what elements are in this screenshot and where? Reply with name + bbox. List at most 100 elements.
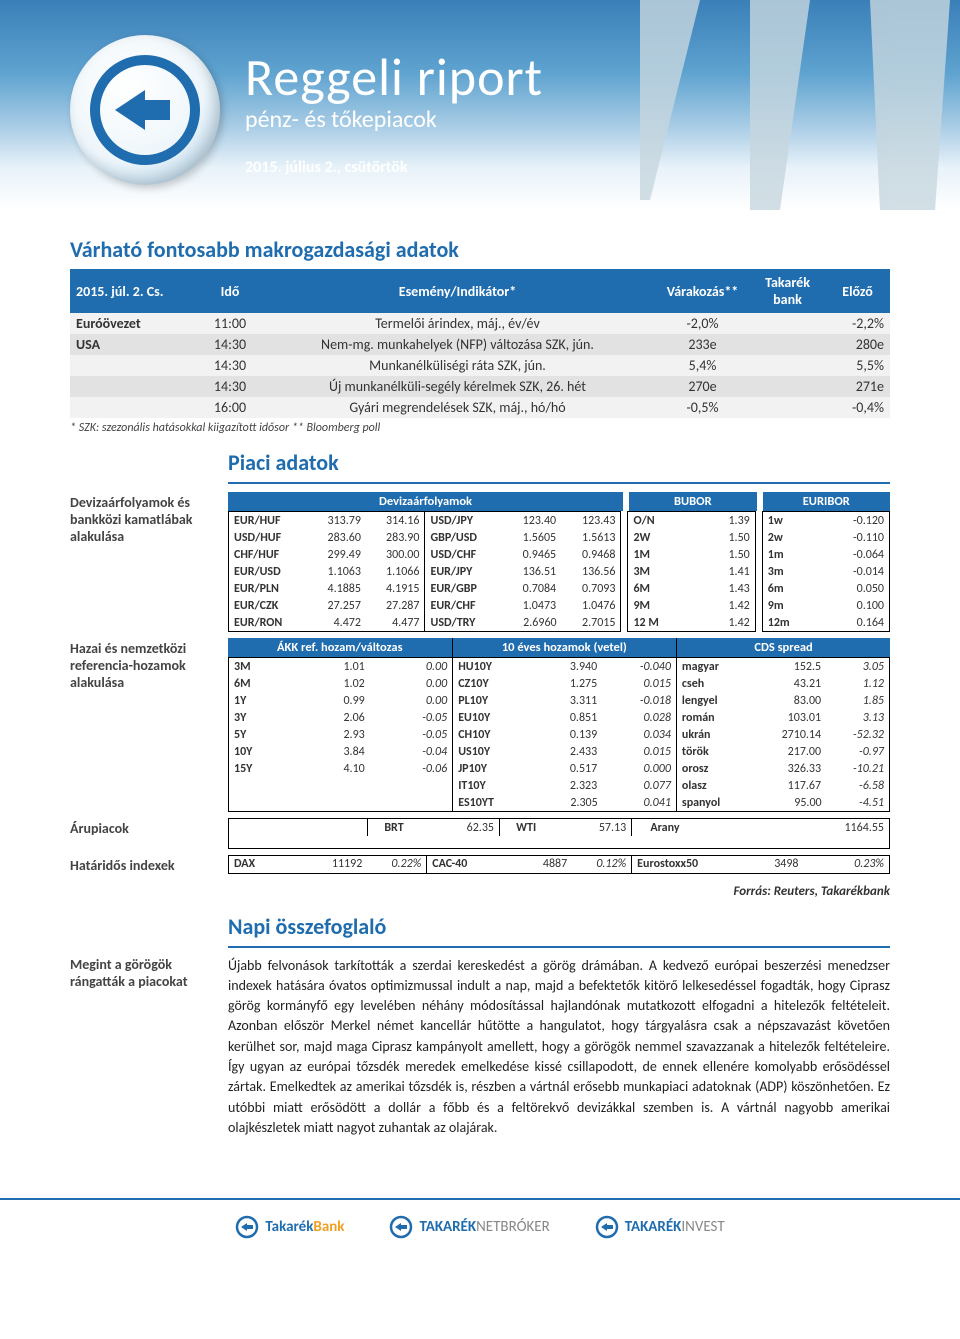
- indexes-label: Határidős indexek: [70, 855, 214, 874]
- y10-table: HU10Y3.940-0.040CZ10Y1.2750.015PL10Y3.31…: [452, 658, 676, 811]
- euribor-row: 1m-0.064: [763, 546, 889, 563]
- macro-col-event: Esemény/Indikátor*: [260, 269, 655, 313]
- arrow-circle-icon: [235, 1215, 259, 1239]
- y10-row: CZ10Y1.2750.015: [453, 675, 676, 692]
- summary-block: Megint a görögök rángatták a piacokat Új…: [70, 956, 890, 1139]
- euribor-row: 6m0.050: [763, 580, 889, 597]
- report-subtitle: pénz- és tőkepiacok: [245, 105, 543, 134]
- euribor-row: 2w-0.110: [763, 529, 889, 546]
- market-indexes-block: Határidős indexek DAX 11192 0.22% CAC-40…: [70, 855, 890, 874]
- cds-row: magyar152.53.05: [676, 658, 889, 675]
- macro-col-time: Idő: [200, 269, 260, 313]
- macro-rows: Euróövezet 11:00 Termelői árindex, máj.,…: [70, 313, 890, 418]
- bubor-row: 3M1.41: [628, 563, 754, 580]
- akk-row: 1Y0.990.00: [229, 692, 452, 709]
- fx-row: EUR/RON4.4724.477: [229, 614, 424, 631]
- macro-row: 14:30 Új munkanélküli-segély kérelmek SZ…: [70, 376, 890, 397]
- cds-row: orosz326.33-10.21: [676, 760, 889, 777]
- arrow-circle-icon: [595, 1215, 619, 1239]
- fx-label: Devizaárfolyamok és bankközi kamatlábak …: [70, 492, 214, 632]
- akk-row: 3Y2.06-0.05: [229, 709, 452, 726]
- bubor-row: O/N1.39: [628, 512, 754, 529]
- bubor-row: 6M1.43: [628, 580, 754, 597]
- macro-row: 16:00 Gyári megrendelések SZK, máj., hó/…: [70, 397, 890, 418]
- summary-body: Újabb felvonások tarkították a szerdai k…: [228, 956, 890, 1139]
- wind-turbine-silhouette: [580, 0, 960, 210]
- bubor-row: 9M1.42: [628, 597, 754, 614]
- macro-col-prev: Előző: [825, 269, 890, 313]
- report-header: Reggeli riport pénz- és tőkepiacok 2015.…: [0, 0, 960, 210]
- market-source: Forrás: Reuters, Takarékbank: [70, 884, 890, 899]
- euribor-row: 3m-0.014: [763, 563, 889, 580]
- fx-row: CHF/HUF299.49300.00: [229, 546, 424, 563]
- euribor-row: 12m0.164: [763, 614, 889, 631]
- bubor-table: O/N1.392W1.501M1.503M1.416M1.439M1.4212 …: [628, 512, 754, 631]
- macro-col-expect: Várakozás**: [655, 269, 750, 313]
- akk-header: ÁKK ref. hozam/változas: [228, 638, 452, 657]
- euribor-header: EURIBOR: [763, 492, 890, 511]
- bubor-row: 1M1.50: [628, 546, 754, 563]
- fx-left-table: EUR/HUF313.79314.16USD/HUF283.60283.90CH…: [229, 512, 424, 631]
- footer-brand-2: TAKARÉKNETBRÓKER: [389, 1215, 549, 1239]
- yields-label: Hazai és nemzetközi referencia-hozamok a…: [70, 638, 214, 812]
- y10-row: HU10Y3.940-0.040: [453, 658, 676, 675]
- macro-table: 2015. júl. 2. Cs. Idő Esemény/Indikátor*…: [70, 269, 890, 418]
- indexes-table: DAX 11192 0.22% CAC-40 4887 0.12% Eurost…: [228, 855, 890, 874]
- akk-row: 10Y3.84-0.04: [229, 743, 452, 760]
- bubor-row: 12 M1.42: [628, 614, 754, 631]
- macro-footnote: * SZK: szezonális hatásokkal kiigazított…: [70, 421, 890, 435]
- market-yields-block: Hazai és nemzetközi referencia-hozamok a…: [70, 638, 890, 812]
- market-fx-block: Devizaárfolyamok és bankközi kamatlábak …: [70, 492, 890, 632]
- cds-row: spanyol95.00-4.51: [676, 794, 889, 811]
- fx-row: USD/JPY123.40123.43: [425, 512, 620, 529]
- y10-row: JP10Y0.5170.000: [453, 760, 676, 777]
- cds-row: lengyel83.001.85: [676, 692, 889, 709]
- fx-row: EUR/CZK27.25727.287: [229, 597, 424, 614]
- macro-section-title: Várható fontosabb makrogazdasági adatok: [70, 236, 890, 263]
- fx-row: EUR/PLN4.18854.1915: [229, 580, 424, 597]
- footer-brand-1: TakarékBank: [235, 1215, 344, 1239]
- fx-mid-table: USD/JPY123.40123.43GBP/USD1.56051.5613US…: [424, 512, 620, 631]
- arrow-circle-icon: [90, 55, 200, 165]
- akk-row: 15Y4.10-0.06: [229, 760, 452, 777]
- euribor-row: 1w-0.120: [763, 512, 889, 529]
- fx-row: USD/HUF283.60283.90: [229, 529, 424, 546]
- footer-brand-3: TAKARÉKINVEST: [595, 1215, 725, 1239]
- footer: TakarékBank TAKARÉKNETBRÓKER TAKARÉKINVE…: [0, 1198, 960, 1264]
- report-date: 2015. július 2., csütörtök: [245, 158, 543, 177]
- macro-row: Euróövezet 11:00 Termelői árindex, máj.,…: [70, 313, 890, 334]
- fx-row: EUR/JPY136.51136.56: [425, 563, 620, 580]
- bubor-row: 2W1.50: [628, 529, 754, 546]
- y10-header: 10 éves hozamok (vetel): [452, 638, 677, 657]
- euribor-row: 9m0.100: [763, 597, 889, 614]
- header-decor: [580, 0, 960, 210]
- fx-row: USD/CHF0.94650.9468: [425, 546, 620, 563]
- brand-logo: [70, 35, 220, 185]
- cds-table: magyar152.53.05cseh43.211.12lengyel83.00…: [676, 658, 889, 811]
- fx-header: Devizaárfolyamok: [228, 492, 623, 511]
- summary-headline: Megint a görögök rángatták a piacokat: [70, 956, 214, 1139]
- cds-row: török217.00-0.97: [676, 743, 889, 760]
- macro-row: USA 14:30 Nem-mg. munkahelyek (NFP) vált…: [70, 334, 890, 355]
- bubor-header: BUBOR: [629, 492, 756, 511]
- fx-row: EUR/CHF1.04731.0476: [425, 597, 620, 614]
- arrow-circle-icon: [389, 1215, 413, 1239]
- y10-row: PL10Y3.311-0.018: [453, 692, 676, 709]
- market-section-title: Piaci adatok: [228, 449, 890, 476]
- akk-table: 3M1.010.006M1.020.001Y0.990.003Y2.06-0.0…: [229, 658, 452, 777]
- y10-row: EU10Y0.8510.028: [453, 709, 676, 726]
- fx-row: EUR/GBP0.70840.7093: [425, 580, 620, 597]
- fx-row: EUR/HUF313.79314.16: [229, 512, 424, 529]
- cds-header: CDS spread: [676, 638, 890, 657]
- akk-row: 6M1.020.00: [229, 675, 452, 692]
- akk-row: 5Y2.93-0.05: [229, 726, 452, 743]
- cds-row: cseh43.211.12: [676, 675, 889, 692]
- summary-section-title: Napi összefoglaló: [228, 913, 890, 940]
- commodities-table: BRT 62.35 WTI 57.13 Arany 1164.55: [228, 818, 890, 849]
- macro-col-date: 2015. júl. 2. Cs.: [70, 269, 200, 313]
- y10-row: CH10Y0.1390.034: [453, 726, 676, 743]
- fx-row: GBP/USD1.56051.5613: [425, 529, 620, 546]
- cds-row: olasz117.67-6.58: [676, 777, 889, 794]
- commodities-label: Árupiacok: [70, 818, 214, 849]
- cds-row: ukrán2710.14-52.32: [676, 726, 889, 743]
